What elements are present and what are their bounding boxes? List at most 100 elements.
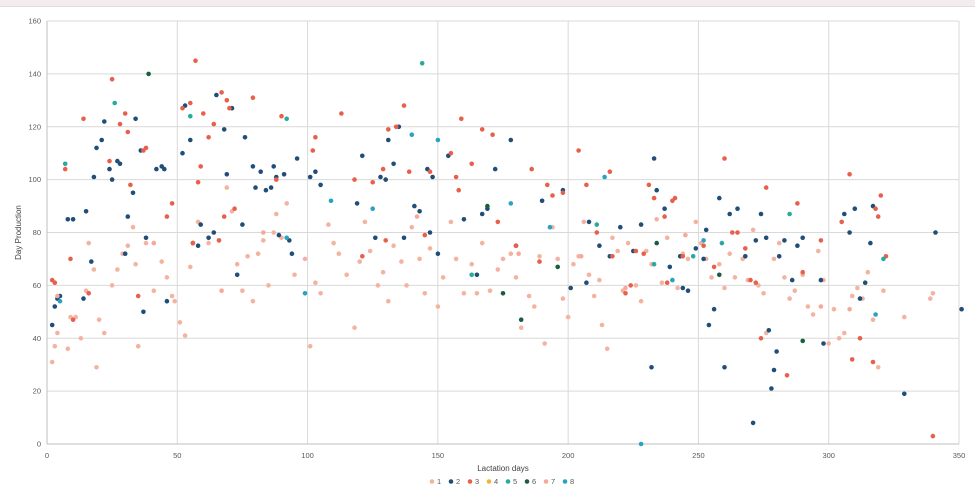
data-point xyxy=(461,217,467,222)
data-point xyxy=(560,296,566,301)
legend-marker xyxy=(429,479,435,484)
data-point xyxy=(234,261,240,267)
data-point xyxy=(206,240,211,246)
data-point xyxy=(122,111,128,116)
legend-label: 6 xyxy=(532,477,536,486)
data-point xyxy=(492,166,498,172)
data-point xyxy=(430,174,435,180)
data-point xyxy=(717,195,722,201)
data-point xyxy=(649,365,654,370)
data-point xyxy=(180,105,185,111)
data-point xyxy=(339,111,344,116)
data-point xyxy=(763,185,769,190)
data-point xyxy=(214,92,219,98)
x-tick-label: 150 xyxy=(432,451,445,460)
data-point xyxy=(623,291,628,296)
data-point xyxy=(422,232,428,238)
data-point xyxy=(839,219,844,225)
data-point xyxy=(224,185,230,190)
data-point xyxy=(313,280,318,286)
data-point xyxy=(599,322,605,328)
data-point xyxy=(584,280,589,286)
data-point xyxy=(518,317,524,323)
data-point xyxy=(680,253,686,259)
data-point xyxy=(690,253,696,259)
legend-label: 5 xyxy=(513,477,517,486)
data-point xyxy=(386,127,391,132)
data-point xyxy=(805,304,811,309)
data-point xyxy=(86,240,91,246)
data-point xyxy=(604,346,610,352)
window-top-strip xyxy=(0,0,975,7)
data-point xyxy=(271,230,277,235)
data-point xyxy=(224,172,230,177)
data-point xyxy=(102,330,107,336)
legend-label: 4 xyxy=(494,477,498,486)
data-point xyxy=(685,288,691,294)
data-point xyxy=(633,283,639,288)
data-point xyxy=(508,201,514,206)
data-point xyxy=(62,166,68,172)
data-point xyxy=(125,129,131,135)
data-point xyxy=(70,317,76,323)
data-point xyxy=(164,214,170,219)
data-point xyxy=(276,232,282,238)
data-point xyxy=(404,283,409,288)
y-tick-label: 120 xyxy=(28,122,41,131)
data-point xyxy=(771,256,777,262)
legend-marker xyxy=(467,479,473,484)
data-point xyxy=(274,211,279,217)
data-point xyxy=(391,243,396,248)
data-point xyxy=(836,336,842,341)
data-point xyxy=(386,137,391,143)
data-point xyxy=(461,291,467,296)
y-tick-label: 20 xyxy=(33,387,41,396)
y-tick-label: 80 xyxy=(33,228,41,237)
data-point xyxy=(875,214,881,219)
data-point xyxy=(516,251,521,256)
data-point xyxy=(336,251,342,256)
data-point xyxy=(250,164,256,169)
data-point xyxy=(565,314,571,320)
data-point xyxy=(727,251,732,256)
y-tick-label: 100 xyxy=(28,175,41,184)
data-point xyxy=(435,251,441,256)
data-point xyxy=(555,264,560,270)
y-axis-title: Day Production xyxy=(14,205,23,260)
data-point xyxy=(380,269,386,275)
data-point xyxy=(456,187,462,193)
data-point xyxy=(625,240,631,246)
data-point xyxy=(594,222,600,227)
data-point xyxy=(607,169,613,174)
data-point xyxy=(188,113,193,119)
data-point xyxy=(654,240,659,246)
data-point xyxy=(782,275,787,280)
data-point xyxy=(83,209,89,214)
data-point xyxy=(717,261,722,267)
series-8 xyxy=(57,132,878,447)
data-point xyxy=(268,185,274,190)
data-point xyxy=(490,132,495,137)
data-point xyxy=(412,203,417,209)
data-point xyxy=(81,116,86,122)
legend-item-6: 6 xyxy=(524,477,536,486)
data-point xyxy=(245,253,250,259)
data-points xyxy=(49,58,964,447)
data-point xyxy=(881,256,886,262)
data-point xyxy=(419,61,425,66)
data-point xyxy=(435,304,441,309)
legend-label: 1 xyxy=(437,477,441,486)
data-point xyxy=(730,230,735,235)
data-point xyxy=(242,135,248,140)
data-point xyxy=(115,267,120,272)
data-point xyxy=(52,343,58,349)
data-point xyxy=(221,214,227,219)
data-point xyxy=(873,206,878,211)
data-point xyxy=(188,264,193,270)
data-point xyxy=(89,259,94,264)
data-point xyxy=(518,325,524,331)
data-point xyxy=(662,206,667,211)
data-point xyxy=(701,243,706,248)
data-point xyxy=(641,251,646,256)
data-point xyxy=(164,275,170,280)
